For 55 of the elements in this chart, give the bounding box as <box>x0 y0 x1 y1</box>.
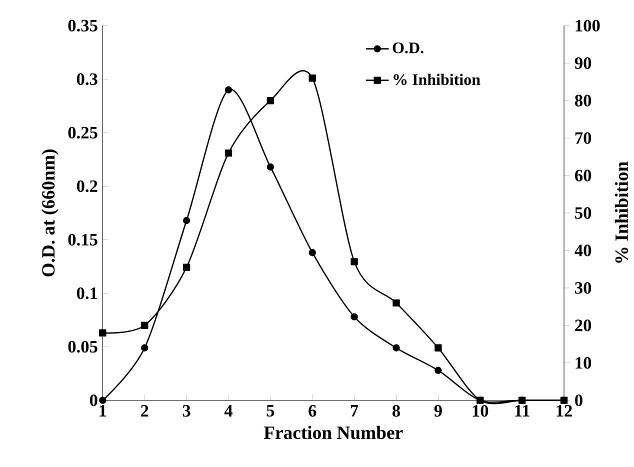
x-tick-label: 2 <box>141 405 148 417</box>
point <box>266 163 274 171</box>
x-tick-label: 9 <box>434 405 442 417</box>
y2-tick-label: 50 <box>575 207 592 219</box>
point <box>99 329 106 336</box>
point <box>308 74 316 82</box>
x-tick-label: 6 <box>308 405 316 417</box>
x-tick-label: 5 <box>266 405 274 417</box>
x-tick-label: 12 <box>556 405 572 417</box>
y2-tick-label: 100 <box>576 20 600 32</box>
y-tick-label: 0.3 <box>76 73 98 86</box>
point <box>308 249 316 256</box>
x-tick-label: 8 <box>392 405 400 417</box>
y2-tick-label: 0 <box>575 394 582 406</box>
point <box>224 86 232 94</box>
x-tick-label: 10 <box>472 405 488 417</box>
point <box>266 96 274 104</box>
y-tick-label: 0.05 <box>68 340 98 353</box>
y2-tick-label: 30 <box>575 282 592 294</box>
y2-axis-title: % Inhibition <box>614 162 628 263</box>
y2-tick-label: 80 <box>575 94 592 106</box>
point <box>141 322 148 329</box>
x-tick-label: 7 <box>350 405 358 416</box>
point <box>392 344 400 352</box>
point <box>182 264 190 271</box>
point <box>518 396 526 404</box>
point <box>99 396 106 404</box>
y-tick-label: 0.15 <box>68 234 98 246</box>
point <box>350 313 358 320</box>
y2-tick-label: 20 <box>575 320 592 332</box>
y-tick-label: 0.35 <box>68 20 98 32</box>
x-tick-label: 11 <box>515 405 530 416</box>
y2-tick-label: 70 <box>575 132 592 144</box>
point <box>434 366 442 374</box>
y-tick-label: 0.1 <box>76 287 98 300</box>
x-axis-title: Fraction Number <box>264 426 403 440</box>
y-tick-label: 0.25 <box>68 126 98 139</box>
legend-label: O.D. <box>392 42 424 54</box>
point <box>434 344 442 352</box>
y-axis-title: O.D. at (660nm) <box>42 150 58 276</box>
point <box>350 258 358 266</box>
point <box>182 216 190 224</box>
point <box>392 299 400 307</box>
y2-tick-label: 90 <box>574 57 592 69</box>
y-tick-label: 0 <box>90 394 98 406</box>
x-tick-label: 1 <box>100 405 106 416</box>
y2-tick-label: 40 <box>574 244 592 256</box>
point <box>224 149 232 157</box>
y-tick-label: 0.2 <box>76 180 98 192</box>
x-tick-label: 3 <box>182 405 190 417</box>
legend-label: % Inhibition <box>394 74 480 86</box>
x-tick-label: 4 <box>224 405 232 416</box>
y2-tick-label: 60 <box>575 170 592 182</box>
y2-tick-label: 10 <box>576 357 592 369</box>
point <box>141 344 148 352</box>
